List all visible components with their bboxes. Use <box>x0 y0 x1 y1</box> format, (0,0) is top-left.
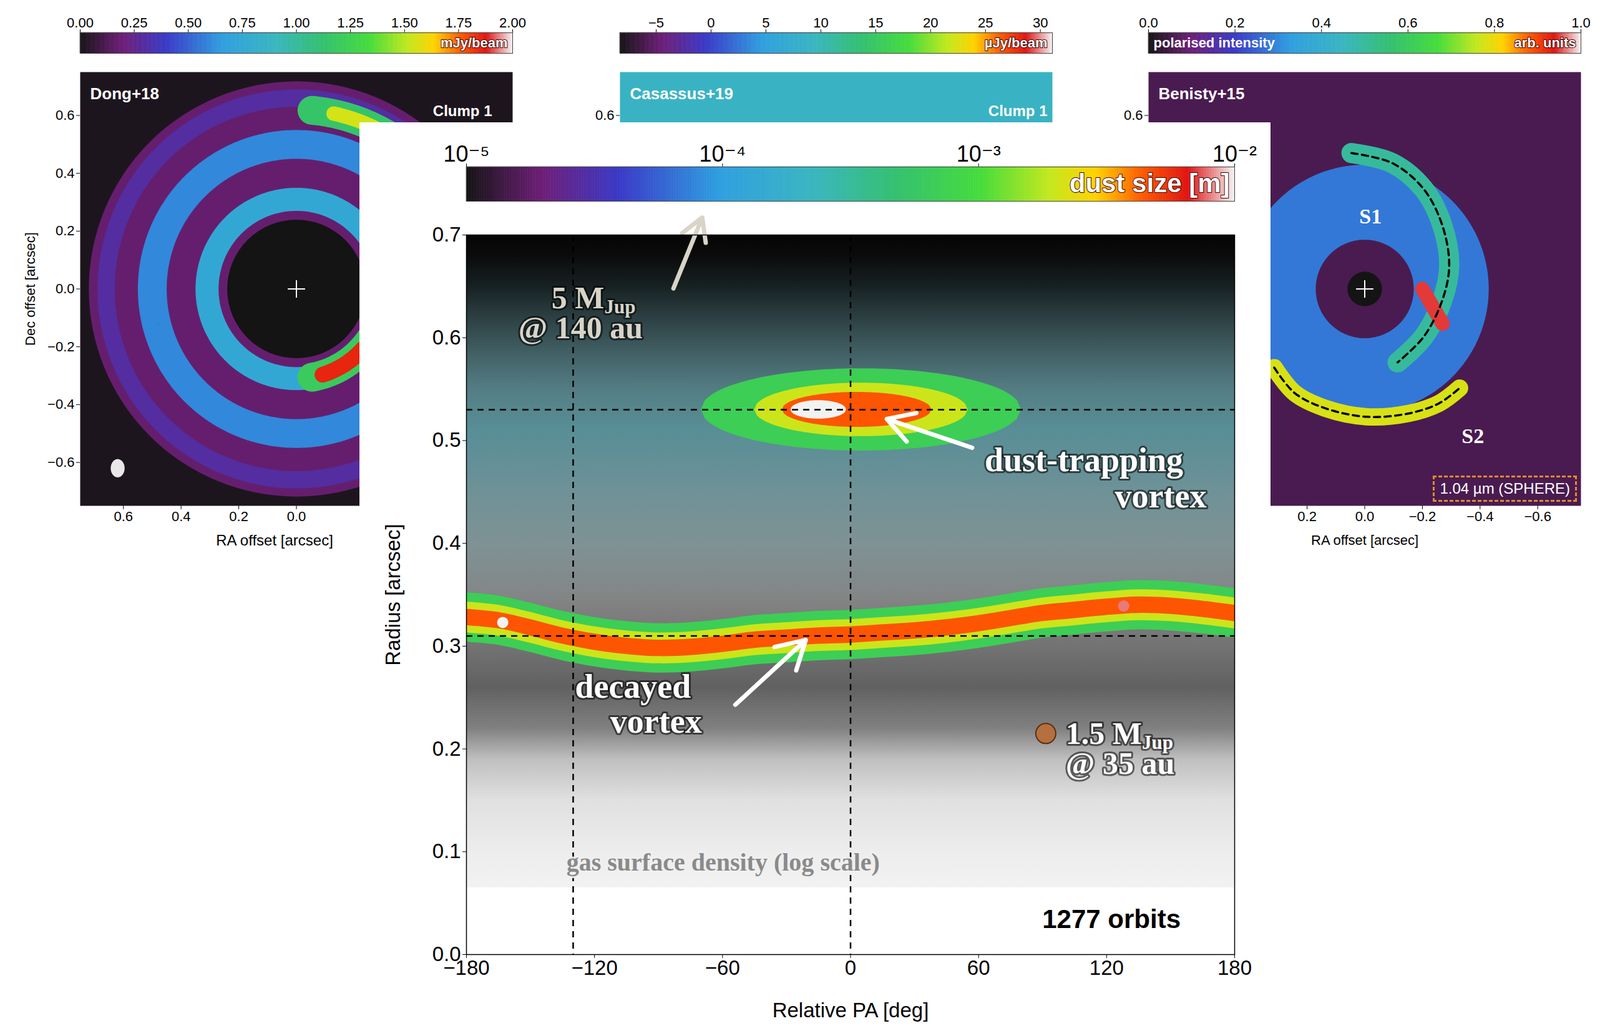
svg-text:vortex: vortex <box>610 702 703 741</box>
svg-text:0.6: 0.6 <box>595 107 615 123</box>
svg-text:0.4: 0.4 <box>432 531 462 555</box>
svg-text:1277 orbits: 1277 orbits <box>1042 904 1181 934</box>
svg-text:Dec offset [arcsec]: Dec offset [arcsec] <box>22 232 39 346</box>
html-text:1.04 µm (SPHERE): 1.04 µm (SPHERE) <box>1439 479 1571 497</box>
svg-text:0.2: 0.2 <box>55 222 75 239</box>
svg-text:0.1: 0.1 <box>432 839 462 863</box>
svg-text:0.0: 0.0 <box>1138 14 1159 31</box>
svg-text:0.50: 0.50 <box>174 14 202 31</box>
svg-text:0.6: 0.6 <box>55 107 75 123</box>
svg-text:0.0: 0.0 <box>1355 508 1375 525</box>
svg-text:0.00: 0.00 <box>66 14 94 31</box>
svg-text:0.0: 0.0 <box>432 942 461 966</box>
svg-text:10⁻⁵: 10⁻⁵ <box>443 141 490 167</box>
svg-text:S2: S2 <box>1461 424 1484 448</box>
svg-text:−180: −180 <box>443 956 490 980</box>
svg-text:decayed: decayed <box>574 667 691 706</box>
svg-text:Clump 1: Clump 1 <box>433 102 493 120</box>
svg-text:Benisty+15: Benisty+15 <box>1158 84 1245 103</box>
svg-text:0.2: 0.2 <box>229 508 249 525</box>
svg-text:Radius [arcsec]: Radius [arcsec] <box>381 523 405 666</box>
svg-text:0.4: 0.4 <box>55 165 75 181</box>
svg-text:15: 15 <box>868 14 883 31</box>
svg-text:@ 35 au: @ 35 au <box>1065 746 1175 782</box>
svg-text:0.2: 0.2 <box>1225 14 1245 31</box>
svg-text:0.6: 0.6 <box>1398 14 1418 31</box>
svg-text:0: 0 <box>844 956 857 980</box>
svg-text:5: 5 <box>761 14 770 31</box>
svg-text:−120: −120 <box>570 956 618 980</box>
html-text:RA offset [arcsec]: RA offset [arcsec] <box>216 531 334 549</box>
svg-text:polarised intensity: polarised intensity <box>1153 34 1276 51</box>
svg-text:gas surface density (log scale: gas surface density (log scale) <box>566 848 880 877</box>
svg-text:0: 0 <box>707 14 715 31</box>
svg-text:20: 20 <box>922 14 938 31</box>
svg-text:Casassus+19: Casassus+19 <box>630 84 734 103</box>
svg-text:dust size [m]: dust size [m] <box>1069 168 1230 198</box>
svg-text:0.3: 0.3 <box>432 634 462 658</box>
svg-text:−0.4: −0.4 <box>47 396 75 412</box>
svg-text:5 MJup: 5 MJup <box>551 280 636 318</box>
svg-text:Clump 1: Clump 1 <box>988 102 1048 120</box>
svg-text:1.25: 1.25 <box>336 14 364 31</box>
svg-text:0.7: 0.7 <box>432 222 462 246</box>
svg-text:1.50: 1.50 <box>391 14 419 31</box>
svg-text:0.6: 0.6 <box>432 325 462 349</box>
svg-text:dust-trapping: dust-trapping <box>984 441 1184 480</box>
svg-text:−0.2: −0.2 <box>1409 508 1436 525</box>
svg-text:vortex: vortex <box>1115 477 1207 515</box>
svg-text:Relative PA [deg]: Relative PA [deg] <box>772 998 930 1022</box>
svg-text:30: 30 <box>1032 14 1048 31</box>
svg-text:−0.2: −0.2 <box>47 338 75 355</box>
svg-text:1.0: 1.0 <box>1571 14 1591 31</box>
svg-text:1.00: 1.00 <box>283 14 311 31</box>
svg-text:−5: −5 <box>648 14 664 31</box>
svg-text:10⁻²: 10⁻² <box>1212 141 1257 167</box>
svg-text:10⁻³: 10⁻³ <box>956 141 1001 167</box>
svg-text:1.5 MJup: 1.5 MJup <box>1065 716 1174 754</box>
svg-text:arb. units: arb. units <box>1513 34 1576 51</box>
svg-text:−60: −60 <box>705 956 741 980</box>
svg-text:0.6: 0.6 <box>1123 107 1144 123</box>
svg-text:0.8: 0.8 <box>1485 14 1505 31</box>
svg-text:1.75: 1.75 <box>444 14 472 31</box>
svg-text:−0.4: −0.4 <box>1466 508 1494 525</box>
svg-text:−0.6: −0.6 <box>47 454 75 470</box>
svg-text:0.2: 0.2 <box>432 736 462 761</box>
svg-text:60: 60 <box>967 956 991 980</box>
svg-text:0.0: 0.0 <box>55 280 75 297</box>
svg-text:10: 10 <box>813 14 829 31</box>
svg-text:25: 25 <box>977 14 993 31</box>
svg-text:0.4: 0.4 <box>1311 14 1332 31</box>
svg-text:S1: S1 <box>1359 204 1382 228</box>
svg-text:0.0: 0.0 <box>287 508 307 525</box>
svg-text:0.4: 0.4 <box>171 508 191 525</box>
svg-text:0.6: 0.6 <box>114 508 134 525</box>
svg-text:0.25: 0.25 <box>121 14 148 31</box>
svg-text:10⁻⁴: 10⁻⁴ <box>699 141 747 167</box>
svg-text:2.00: 2.00 <box>499 14 527 31</box>
svg-text:mJy/beam: mJy/beam <box>440 34 508 51</box>
svg-text:0.5: 0.5 <box>432 428 462 452</box>
svg-text:RA offset [arcsec]: RA offset [arcsec] <box>1311 532 1419 548</box>
svg-text:0.75: 0.75 <box>229 14 256 31</box>
svg-text:Dong+18: Dong+18 <box>90 84 160 103</box>
svg-text:µJy/beam: µJy/beam <box>984 34 1048 51</box>
svg-text:@ 140 au: @ 140 au <box>518 310 643 346</box>
svg-text:120: 120 <box>1089 956 1124 980</box>
svg-text:180: 180 <box>1217 956 1252 980</box>
svg-text:0.2: 0.2 <box>1297 508 1317 525</box>
svg-text:−0.6: −0.6 <box>1523 508 1551 525</box>
